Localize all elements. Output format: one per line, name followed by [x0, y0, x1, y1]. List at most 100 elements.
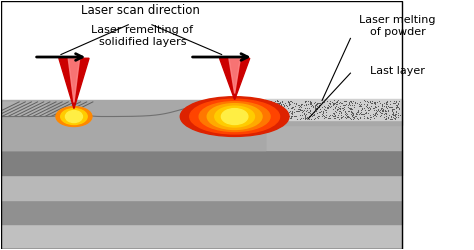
Point — [298, 110, 306, 114]
Point — [376, 114, 384, 118]
Point — [286, 102, 294, 106]
Point — [292, 101, 300, 105]
Point — [284, 106, 292, 110]
Point — [370, 100, 377, 104]
Point — [352, 114, 360, 118]
Point — [346, 106, 354, 110]
Point — [373, 108, 380, 112]
Point — [280, 116, 287, 120]
Point — [278, 99, 286, 103]
Point — [265, 103, 273, 107]
Point — [385, 113, 392, 117]
Point — [308, 117, 315, 121]
Point — [269, 116, 277, 119]
Point — [292, 102, 300, 106]
Point — [337, 101, 345, 105]
Point — [313, 104, 321, 108]
Point — [370, 106, 378, 110]
Point — [274, 111, 282, 115]
Point — [373, 112, 380, 116]
Point — [331, 114, 339, 118]
Point — [335, 113, 342, 117]
Point — [266, 112, 273, 116]
Point — [382, 116, 390, 120]
Point — [330, 112, 338, 116]
Point — [356, 103, 364, 107]
Point — [279, 109, 286, 113]
Point — [287, 114, 295, 118]
Point — [387, 114, 395, 118]
Point — [265, 114, 273, 118]
Point — [383, 100, 390, 104]
Point — [337, 110, 345, 114]
Point — [315, 101, 323, 105]
Point — [294, 109, 302, 113]
Point — [353, 116, 360, 120]
Point — [389, 109, 396, 113]
Point — [308, 112, 315, 116]
Point — [265, 106, 273, 110]
Point — [310, 113, 318, 117]
Point — [267, 104, 274, 108]
Point — [374, 104, 382, 108]
Point — [390, 116, 397, 120]
Point — [269, 109, 276, 113]
Point — [326, 105, 334, 109]
Point — [356, 116, 364, 120]
Point — [309, 113, 317, 117]
Point — [279, 112, 287, 116]
Point — [349, 114, 356, 118]
Point — [273, 105, 280, 109]
Point — [348, 113, 356, 117]
Point — [378, 108, 386, 112]
Point — [376, 101, 384, 105]
Point — [357, 108, 365, 112]
Point — [392, 109, 400, 113]
Point — [305, 114, 313, 118]
Point — [279, 105, 287, 109]
Point — [288, 106, 296, 110]
Point — [390, 113, 397, 117]
Point — [288, 106, 296, 110]
Point — [279, 110, 286, 114]
Point — [372, 105, 380, 109]
Point — [314, 116, 321, 119]
Point — [312, 109, 319, 113]
Point — [332, 104, 339, 108]
Point — [337, 115, 345, 119]
Point — [300, 111, 308, 115]
Point — [283, 103, 290, 107]
Point — [307, 102, 315, 106]
Point — [293, 117, 301, 121]
Point — [310, 112, 318, 116]
Point — [326, 101, 334, 105]
Point — [374, 108, 382, 112]
Point — [309, 113, 317, 117]
Point — [288, 110, 296, 114]
Point — [303, 115, 310, 119]
Point — [277, 102, 284, 106]
Point — [356, 100, 364, 104]
Point — [325, 106, 332, 110]
Point — [371, 102, 378, 106]
Point — [311, 104, 319, 108]
Point — [289, 114, 296, 118]
Point — [384, 104, 392, 108]
Point — [288, 112, 296, 116]
Ellipse shape — [56, 107, 92, 126]
Point — [277, 112, 285, 116]
Point — [394, 110, 402, 114]
Point — [315, 103, 323, 107]
Point — [277, 104, 285, 108]
Point — [324, 106, 332, 110]
Point — [280, 108, 288, 112]
Point — [310, 101, 318, 105]
Point — [383, 102, 391, 105]
Text: Laser scan direction: Laser scan direction — [81, 4, 200, 17]
Point — [269, 104, 276, 108]
Point — [332, 105, 339, 109]
Point — [302, 104, 310, 108]
Point — [279, 115, 287, 119]
Point — [358, 107, 366, 111]
Point — [350, 106, 358, 110]
